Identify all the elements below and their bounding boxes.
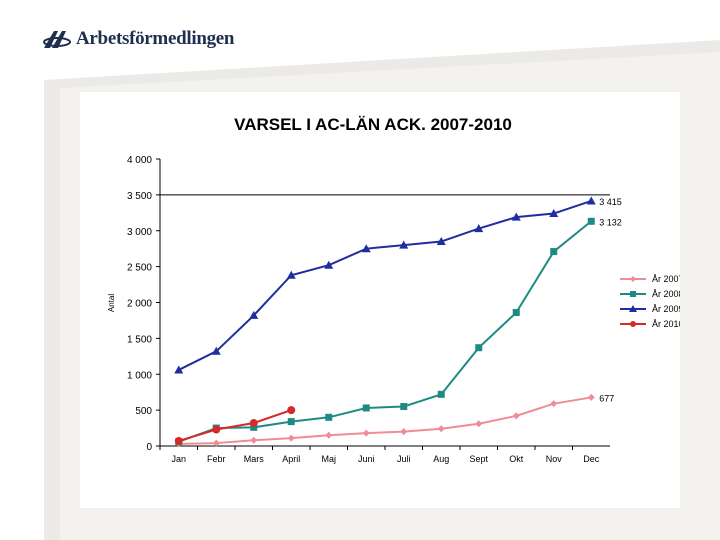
data-point: [250, 436, 258, 444]
data-point: [324, 260, 334, 269]
legend-label: År 2009: [652, 304, 680, 314]
data-point: [586, 196, 596, 205]
data-point: [174, 436, 183, 445]
data-point: [475, 420, 483, 428]
y-tick-label: 500: [135, 406, 152, 417]
data-point: [512, 412, 520, 420]
data-point: [437, 425, 445, 433]
data-point: [550, 400, 558, 408]
data-point: [211, 346, 221, 355]
data-point: [325, 413, 333, 421]
data-point: [287, 406, 296, 415]
legend-label: År 2007: [652, 274, 680, 284]
legend-marker: [630, 291, 636, 297]
data-point: [325, 431, 333, 439]
logo: Arbetsförmedlingen: [42, 26, 235, 52]
data-label: 677: [599, 393, 614, 403]
data-point: [212, 425, 221, 434]
x-tick-label: April: [282, 454, 300, 464]
legend-label: År 2010: [652, 319, 680, 329]
data-point: [474, 224, 484, 233]
data-label: 3 415: [599, 197, 622, 207]
y-tick-label: 1 000: [127, 370, 152, 381]
line-chart: VARSEL I AC-LÄN ACK. 2007-2010 Antal 0 50…: [107, 115, 680, 464]
x-tick-label: Aug: [433, 454, 449, 464]
y-tick-label: 3 500: [127, 191, 152, 202]
data-point: [287, 434, 295, 442]
legend-marker: [629, 305, 637, 312]
data-point: [512, 309, 520, 317]
x-tick-label: Mars: [244, 454, 264, 464]
data-point: [287, 418, 295, 426]
y-tick-label: 2 000: [127, 299, 152, 310]
y-tick-label: 3 000: [127, 227, 152, 238]
data-point: [249, 419, 258, 428]
x-tick-label: Juli: [397, 454, 411, 464]
logo-text: Arbetsförmedlingen: [76, 28, 235, 49]
data-point: [511, 212, 521, 221]
data-point: [249, 310, 259, 319]
data-point: [361, 244, 371, 253]
y-tick-label: 2 500: [127, 263, 152, 274]
x-tick-label: Dec: [583, 454, 600, 464]
x-tick-label: Febr: [207, 454, 226, 464]
x-tick-label: Nov: [546, 454, 563, 464]
data-point: [437, 390, 445, 398]
plot-area: 0 500 1 000 1 500 2 000 2 500 3 000 3 500 4 000 J…: [127, 155, 680, 464]
x-tick-label: Juni: [358, 454, 375, 464]
legend-label: År 2008: [652, 289, 680, 299]
y-tick-label: 4 000: [127, 155, 152, 166]
x-tick-label: Maj: [321, 454, 336, 464]
data-point: [587, 217, 595, 225]
data-point: [250, 423, 258, 431]
series-line: [178, 396, 592, 445]
data-point: [549, 209, 559, 218]
y-tick-label: 0: [146, 442, 152, 453]
series-line: [178, 409, 292, 442]
data-point: [362, 404, 370, 412]
data-point: [400, 428, 408, 436]
y-tick-label: 1 500: [127, 334, 152, 345]
data-point: [587, 393, 595, 401]
data-point: [550, 248, 558, 256]
logo-mark-icon: [43, 31, 71, 48]
series-line: [178, 220, 592, 443]
y-axis-label: Antal: [107, 294, 116, 312]
data-point: [399, 240, 409, 249]
legend-marker: [630, 276, 636, 282]
data-point: [400, 403, 408, 411]
x-tick-label: Okt: [509, 454, 524, 464]
chart-frame: VARSEL I AC-LÄN ACK. 2007-2010 Antal 0 50…: [80, 92, 680, 508]
x-tick-label: Sept: [469, 454, 488, 464]
data-point: [286, 270, 296, 279]
legend-marker: [630, 321, 636, 327]
data-point: [475, 344, 483, 352]
data-point: [436, 237, 446, 246]
data-point: [362, 429, 370, 437]
x-tick-label: Jan: [171, 454, 186, 464]
data-point: [174, 365, 184, 374]
series-line: [178, 200, 592, 371]
data-label: 3 132: [599, 217, 622, 227]
data-point: [212, 439, 220, 447]
chart-title: VARSEL I AC-LÄN ACK. 2007-2010: [234, 115, 512, 134]
